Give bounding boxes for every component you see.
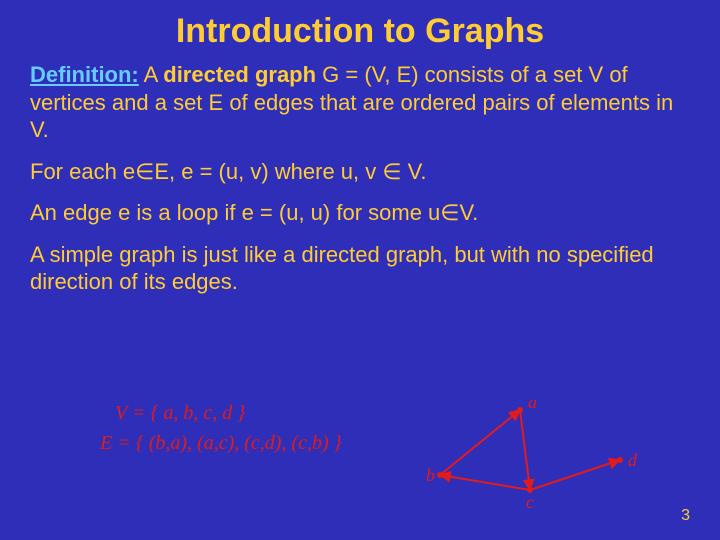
paragraph-3: An edge e is a loop if e = (u, u) for so… <box>30 199 690 227</box>
handwritten-V: V = { a, b, c, d } <box>115 400 245 426</box>
graph-node <box>517 407 523 413</box>
definition-paragraph: Definition: A directed graph G = (V, E) … <box>30 61 690 144</box>
def-term: directed graph <box>163 62 316 87</box>
paragraph-2: For each e∈E, e = (u, v) where u, v ∈ V. <box>30 158 690 186</box>
graph-edge <box>520 410 530 490</box>
graph-node-label: b <box>426 465 435 485</box>
graph-node <box>617 457 623 463</box>
page-number: 3 <box>681 507 690 525</box>
p2a: For each e <box>30 159 135 184</box>
elem-icon: ∈ <box>135 159 154 184</box>
p3b: V. <box>459 200 478 225</box>
slide-body: Definition: A directed graph G = (V, E) … <box>0 61 720 296</box>
graph-edge <box>440 475 530 490</box>
slide-title: Introduction to Graphs <box>0 0 720 61</box>
graph-node <box>437 472 443 478</box>
graph-node-label: d <box>628 450 638 470</box>
handwritten-E: E = { (b,a), (a,c), (c,d), (c,b) } <box>100 430 342 456</box>
graph-edge <box>440 410 520 475</box>
definition-label: Definition: <box>30 62 139 87</box>
elem-icon: ∈ <box>440 200 459 225</box>
graph-node-label: c <box>526 492 534 510</box>
graph-node-label: a <box>528 400 537 412</box>
graph-diagram: a b c d <box>420 400 660 510</box>
graph-edge <box>530 460 620 490</box>
p3a: An edge e is a loop if e = (u, u) for so… <box>30 200 440 225</box>
p2c: V. <box>402 159 427 184</box>
p2b: E, e = (u, v) where u, v <box>154 159 382 184</box>
paragraph-4: A simple graph is just like a directed g… <box>30 241 690 296</box>
elem-icon: ∈ <box>382 159 401 184</box>
def-text-lead: A <box>139 62 163 87</box>
